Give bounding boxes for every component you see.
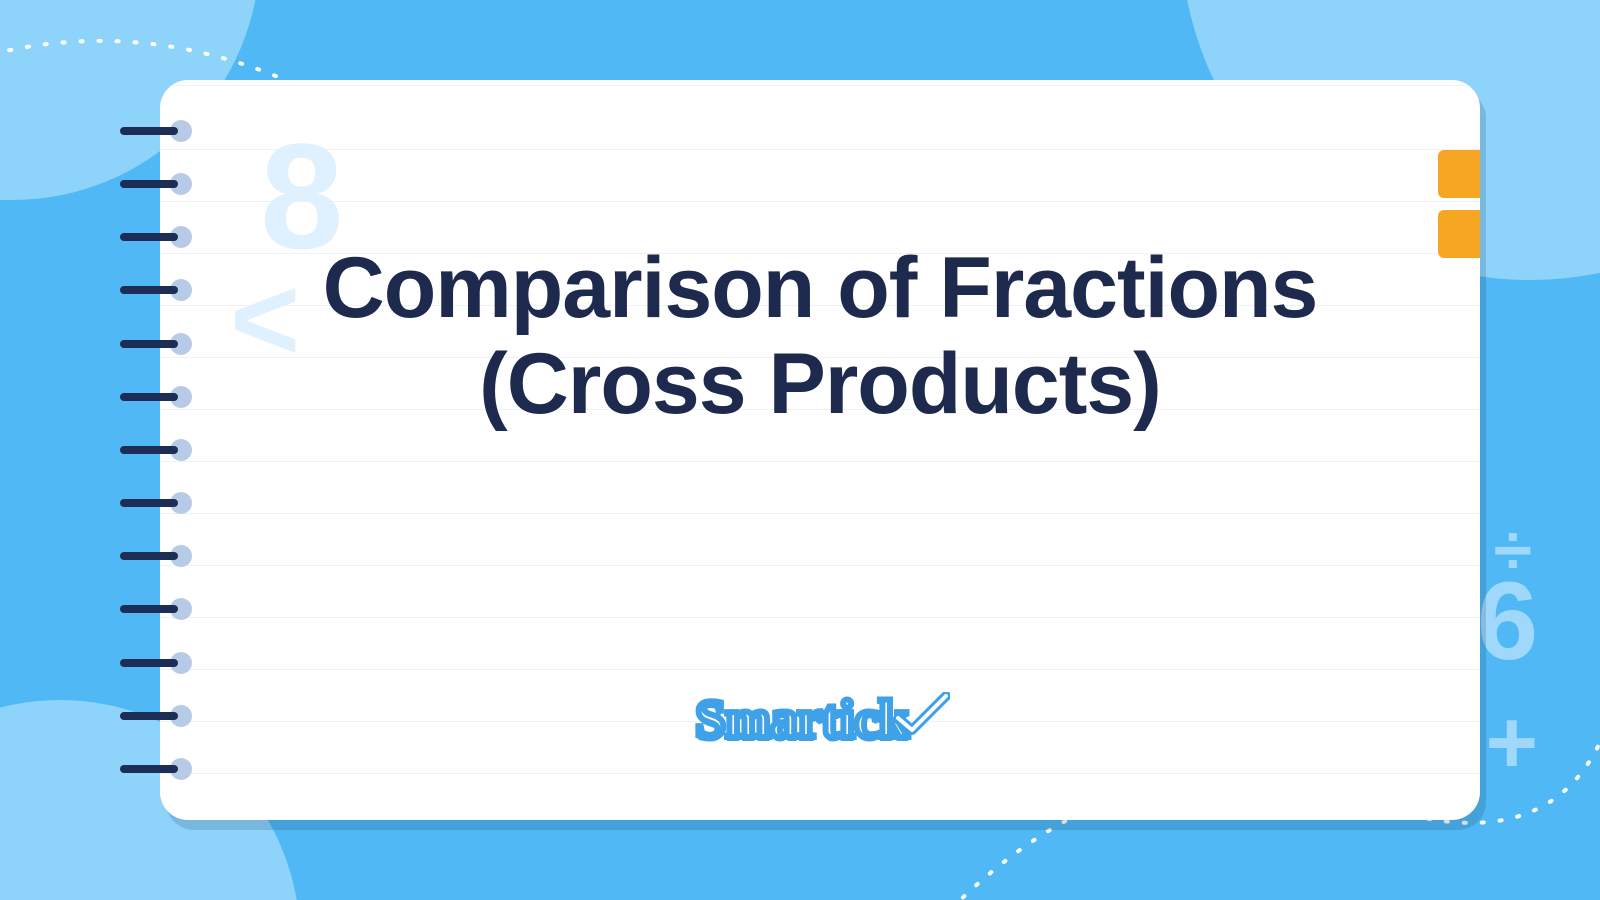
page-title: Comparison of Fractions (Cross Products) xyxy=(160,240,1480,433)
spiral-ring xyxy=(120,492,200,514)
spiral-ring xyxy=(120,279,200,301)
logo-container: Smartick xyxy=(160,688,1480,750)
brand-logo: Smartick xyxy=(696,688,945,750)
spiral-ring xyxy=(120,173,200,195)
spiral-ring xyxy=(120,439,200,461)
notebook-tab-1 xyxy=(1438,150,1480,198)
spiral-ring xyxy=(120,120,200,142)
decoration-six-icon: 6 xyxy=(1477,558,1538,685)
spiral-ring xyxy=(120,226,200,248)
spiral-ring xyxy=(120,705,200,727)
spiral-ring xyxy=(120,386,200,408)
notebook-container: 8 < Comparison of Fractions (Cross Produ… xyxy=(120,80,1480,820)
notebook-page: 8 < Comparison of Fractions (Cross Produ… xyxy=(160,80,1480,820)
spiral-binding xyxy=(120,120,200,780)
spiral-ring xyxy=(120,758,200,780)
brand-logo-text: Smartick xyxy=(696,689,909,749)
spiral-ring xyxy=(120,598,200,620)
spiral-ring xyxy=(120,545,200,567)
spiral-ring xyxy=(120,333,200,355)
slide-canvas: ÷ 6 + 8 < Comparison of Fractions (Cross… xyxy=(0,0,1600,900)
checkmark-icon xyxy=(894,692,950,738)
decoration-plus-icon: + xyxy=(1485,692,1538,795)
spiral-ring xyxy=(120,652,200,674)
